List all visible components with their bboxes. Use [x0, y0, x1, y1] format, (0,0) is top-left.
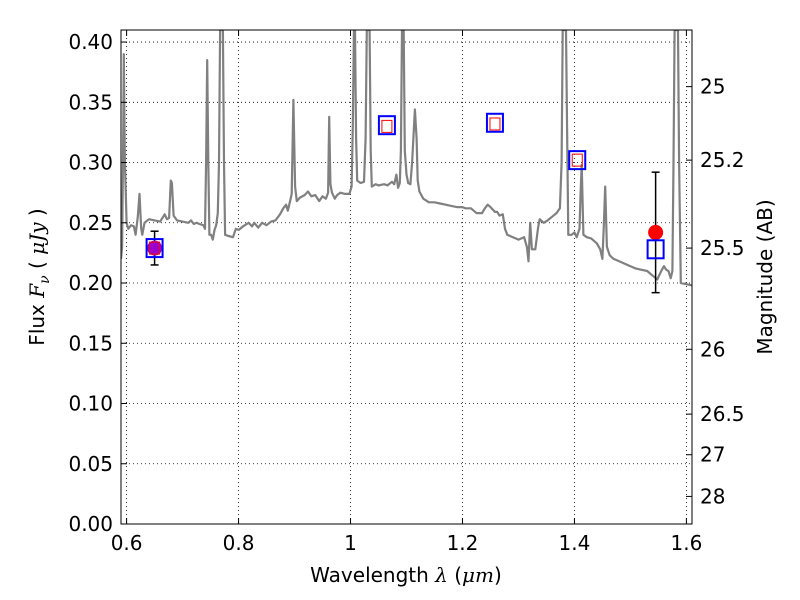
model-flux-inner-square	[571, 153, 583, 167]
model-flux-square	[377, 115, 396, 136]
spectrum	[121, 30, 692, 287]
ticks: 0.6 0.8 1 1.2 1.4 1.6 0.00 0.05 0.10 0.15 0.20 0.25…	[68, 30, 745, 555]
model-flux-square	[485, 112, 504, 133]
x-tick-label: 1.2	[447, 531, 479, 555]
observed-flux-point	[648, 224, 664, 240]
y2-tick-label: 26.5	[700, 402, 745, 426]
model-flux-square	[568, 150, 587, 171]
y-tick-label: 0.05	[68, 452, 113, 476]
model-flux-square	[646, 239, 665, 260]
x-tick-label: 0.8	[223, 531, 255, 555]
y-tick-label: 0.40	[68, 30, 113, 54]
y2-tick-label: 25.2	[700, 148, 745, 172]
x-axis-label: Wavelength λ (μm)	[310, 563, 502, 587]
x-tick-label: 1.6	[670, 531, 702, 555]
x-tick-label: 1	[344, 531, 357, 555]
y-tick-label: 0.00	[68, 512, 113, 536]
y-tick-label: 0.15	[68, 331, 113, 355]
y-tick-label: 0.10	[68, 392, 113, 416]
y2-tick-label: 25	[700, 75, 725, 99]
y2-tick-label: 25.5	[700, 236, 745, 260]
model-flux-inner-square	[149, 241, 161, 255]
x-tick-label: 1.4	[559, 531, 591, 555]
model-flux-inner-square	[381, 119, 393, 133]
model-flux-square	[145, 238, 164, 259]
y-tick-label: 0.25	[68, 211, 113, 235]
photometry-markers	[145, 112, 665, 294]
axes-frame	[120, 29, 693, 525]
y2-tick-label: 27	[700, 443, 725, 467]
x-tick-label: 0.6	[111, 531, 143, 555]
y-tick-label: 0.35	[68, 90, 113, 114]
y2-tick-label: 26	[700, 337, 725, 361]
y-axis-label: Flux Fν ( μJy )	[25, 208, 53, 345]
model-flux-inner-square	[489, 117, 501, 131]
y2-tick-label: 28	[700, 484, 725, 508]
observed-flux-point	[147, 240, 163, 256]
y2-axis-label: Magnitude (AB)	[753, 199, 777, 354]
y-tick-label: 0.30	[68, 151, 113, 175]
spectrum-line	[121, 30, 692, 287]
plot-area	[121, 30, 692, 294]
y-tick-label: 0.20	[68, 271, 113, 295]
